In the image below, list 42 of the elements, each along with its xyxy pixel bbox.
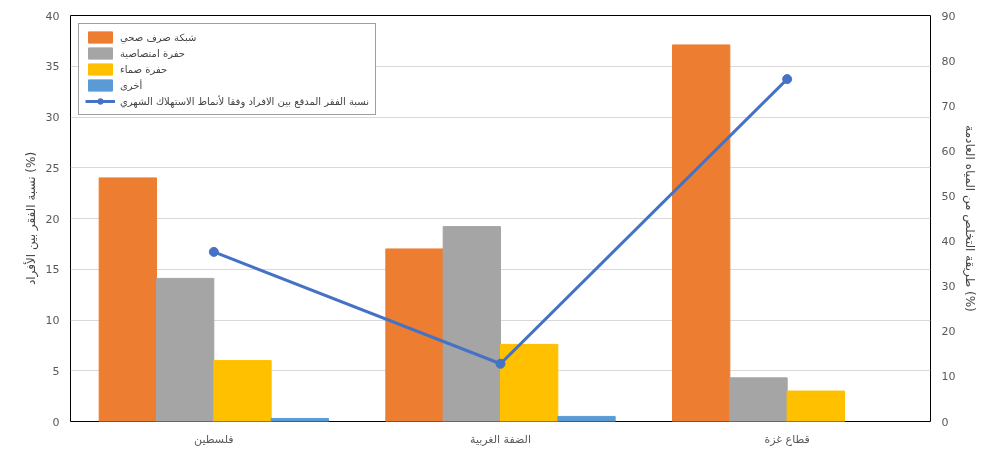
y-tick-label: 35 (45, 60, 60, 74)
y-tick-label: 25 (45, 161, 60, 175)
x-tick-label: قطاع غزة (764, 432, 810, 446)
legend-label: حفرة امتصاصية (120, 46, 185, 60)
y-tick-label: 0 (52, 415, 60, 429)
point (208, 246, 219, 257)
y-tick-label: 5 (52, 364, 60, 378)
y2-tick-label: 70 (941, 99, 956, 113)
y-tick-label: 30 (45, 111, 60, 124)
y2-axis-title: طريقة التخلص من المياه العادمة (%) (962, 125, 978, 312)
y2-tick-label: 30 (941, 280, 956, 294)
y2-tick-label: 50 (941, 189, 956, 203)
point (495, 358, 506, 369)
y-tick-label: 10 (45, 314, 60, 327)
bar (385, 248, 444, 422)
y2-tick-label: 10 (941, 370, 956, 384)
x-tick-label: الضفة الغربية (470, 432, 531, 446)
y-tick-label: 40 (45, 9, 60, 23)
x-tick-label: فلسطين (194, 432, 234, 446)
y2-tick-label: 0 (941, 415, 949, 429)
y-tick-label: 20 (45, 212, 60, 226)
bar (786, 390, 845, 422)
bar (500, 343, 559, 422)
y-axis-title: نسبة الفقر بين الأفراد (%) (22, 151, 39, 286)
point (782, 74, 793, 85)
legend-label: حفرة صماء (120, 62, 168, 76)
y-tick-label: 15 (45, 263, 60, 277)
bar (213, 360, 272, 422)
y2-tick-label: 90 (941, 9, 956, 23)
bar (156, 277, 215, 422)
bar (729, 377, 788, 422)
bar (557, 415, 616, 422)
legend-label: نسبة الفقر المدقع بين الافراد وفقا لأنماط الاستهلاك الشهري (120, 94, 370, 108)
bar (98, 177, 157, 422)
bar (672, 44, 731, 422)
y2-tick-label: 60 (941, 144, 956, 158)
bar (442, 226, 501, 422)
y2-tick-label: 80 (941, 54, 956, 68)
legend-label: أخرى (120, 78, 143, 92)
y2-tick-label: 40 (941, 235, 956, 249)
y2-tick-label: 20 (941, 325, 956, 339)
legend-label: شبكة صرف صحي (120, 30, 197, 44)
